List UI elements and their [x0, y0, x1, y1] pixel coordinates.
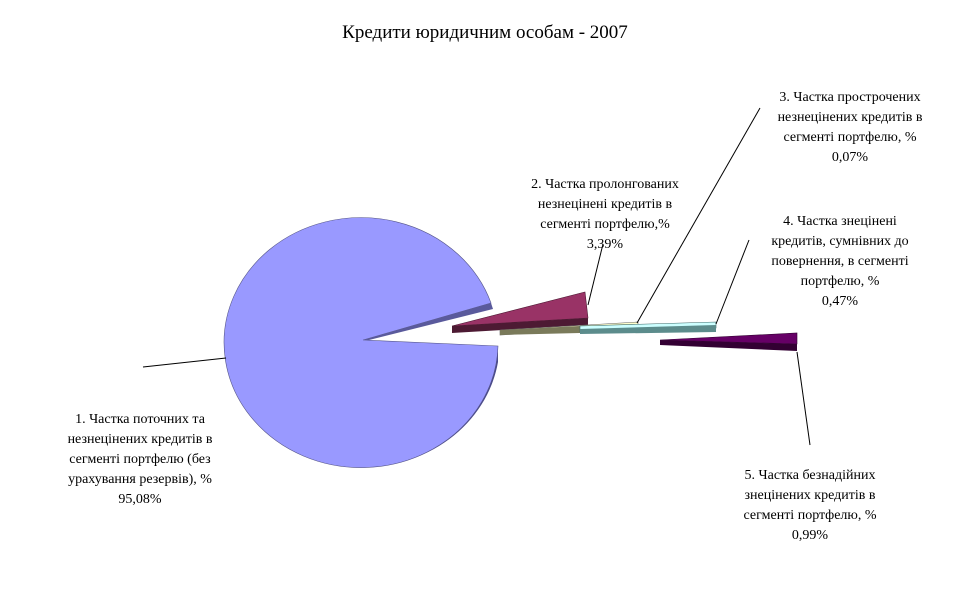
slice-3-label-text: 3. Частка прострочених незнецінених кред…	[777, 90, 923, 145]
slice-2-label-text: 2. Частка пролонгованих незнецінені кред…	[531, 177, 679, 232]
slice-5-side	[660, 340, 797, 351]
leader-line-5	[796, 351, 811, 446]
slice-1	[223, 217, 499, 468]
slice-1-edge	[363, 303, 493, 340]
slice-4-side	[580, 325, 716, 334]
chart-title: Кредити юридичним особам - 2007	[342, 22, 628, 43]
slice-2-side	[452, 318, 588, 333]
slice-1-value: 95,08%	[118, 492, 162, 507]
slice-2-value: 3,39%	[586, 237, 624, 252]
slice-1-label-text: 1. Частка поточних та незнецінених креди…	[67, 412, 213, 487]
slice-3-side	[500, 326, 580, 335]
slice-4-label-text: 4. Частка знецінені кредитів, сумнівних …	[771, 214, 909, 289]
slice-5-label-text: 5. Частка безнадійних знецінених кредиті…	[743, 468, 877, 523]
slice-3-value: 0,07%	[831, 150, 869, 165]
leader-line-3	[636, 107, 761, 324]
slice-2	[451, 291, 589, 327]
slice-2-label: 2. Частка пролонгованих незнецінені кред…	[505, 155, 705, 275]
slice-4-label: 4. Частка знецінені кредитів, сумнівних …	[740, 192, 940, 332]
leader-line-2	[587, 243, 604, 306]
leader-line-4	[715, 239, 750, 325]
slice-5-label: 5. Частка безнадійних знецінених кредиті…	[710, 446, 910, 566]
leader-line-1	[142, 357, 227, 368]
slice-5-value: 0,99%	[791, 528, 829, 543]
slice-4-value: 0,47%	[821, 294, 859, 309]
slice-1-label: 1. Частка поточних та незнецінених креди…	[40, 390, 240, 530]
slice-3-label: 3. Частка прострочених незнецінених кред…	[750, 68, 950, 188]
